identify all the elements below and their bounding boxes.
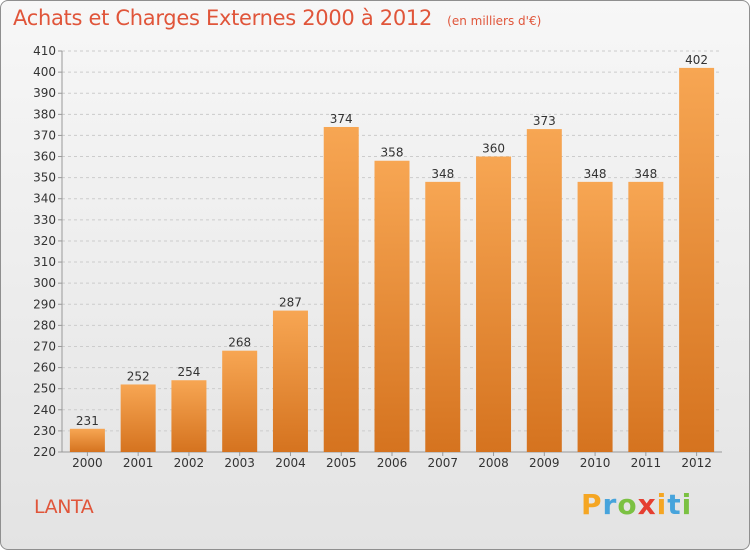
x-tick-label: 2009 (529, 456, 560, 470)
y-tick-label: 230 (33, 424, 56, 438)
bar-value-label: 252 (127, 369, 150, 383)
x-tick-label: 2003 (224, 456, 255, 470)
bar-value-label: 348 (431, 167, 454, 181)
bar-2011 (628, 181, 664, 452)
y-tick-label: 380 (33, 107, 56, 121)
bar-value-label: 360 (482, 142, 505, 156)
commune-name: LANTA (34, 496, 94, 518)
y-tick-label: 260 (33, 361, 56, 375)
y-tick-label: 240 (33, 403, 56, 417)
bar-value-label: 287 (279, 296, 302, 310)
x-tick-label: 2012 (681, 456, 712, 470)
bar-value-label: 373 (533, 114, 556, 128)
y-tick-label: 330 (33, 213, 56, 227)
y-tick-label: 350 (33, 171, 56, 185)
bar-2004 (272, 310, 308, 452)
bar-value-label: 348 (584, 167, 607, 181)
x-tick-label: 2011 (631, 456, 662, 470)
labels: 220 230 240 250 260 270 280 290 300 310 320 330 340 3… (33, 44, 712, 470)
y-tick-label: 310 (33, 255, 56, 269)
y-tick-label: 250 (33, 382, 56, 396)
bar-value-label: 254 (177, 365, 200, 379)
y-tick-label: 280 (33, 318, 56, 332)
bar-value-label: 231 (76, 414, 99, 428)
y-tick-label: 340 (33, 192, 56, 206)
x-tick-label: 2010 (580, 456, 611, 470)
bar-2003 (222, 350, 258, 452)
bar-2008 (476, 156, 512, 453)
bar-value-label: 348 (634, 167, 657, 181)
bar-2002 (171, 380, 207, 452)
x-tick-label: 2006 (377, 456, 408, 470)
chart-title: Achats et Charges Externes 2000 à 2012 (13, 6, 433, 30)
x-tick-label: 2000 (72, 456, 103, 470)
bar-2010 (577, 181, 613, 452)
bars (69, 67, 715, 453)
y-tick-label: 270 (33, 339, 56, 353)
x-tick-label: 2008 (478, 456, 509, 470)
x-tick-label: 2004 (275, 456, 306, 470)
bar-2012 (679, 67, 715, 452)
bar-value-label: 374 (330, 112, 353, 126)
y-tick-label: 370 (33, 128, 56, 142)
y-tick-label: 400 (33, 65, 56, 79)
bar-2001 (120, 384, 156, 452)
bar-value-label: 402 (685, 53, 708, 67)
bar-2000 (69, 428, 105, 452)
bar-value-label: 268 (228, 336, 251, 350)
bar-2006 (374, 160, 410, 452)
bar-2009 (526, 129, 562, 452)
bar-2007 (425, 181, 461, 452)
y-tick-label: 360 (33, 150, 56, 164)
x-tick-label: 2007 (427, 456, 458, 470)
y-tick-label: 410 (33, 44, 56, 58)
y-tick-label: 290 (33, 297, 56, 311)
proxiti-logo: Proxiti (581, 488, 693, 521)
y-tick-label: 220 (33, 445, 56, 459)
x-tick-label: 2005 (326, 456, 357, 470)
bar-2005 (323, 126, 359, 453)
chart-header: Achats et Charges Externes 2000 à 2012 (… (13, 6, 541, 30)
x-tick-label: 2001 (123, 456, 154, 470)
y-tick-label: 390 (33, 86, 56, 100)
y-tick-label: 300 (33, 276, 56, 290)
y-tick-label: 320 (33, 234, 56, 248)
chart-unit: (en milliers d'€) (447, 14, 542, 28)
bar-value-label: 358 (381, 146, 404, 160)
x-tick-label: 2002 (174, 456, 205, 470)
